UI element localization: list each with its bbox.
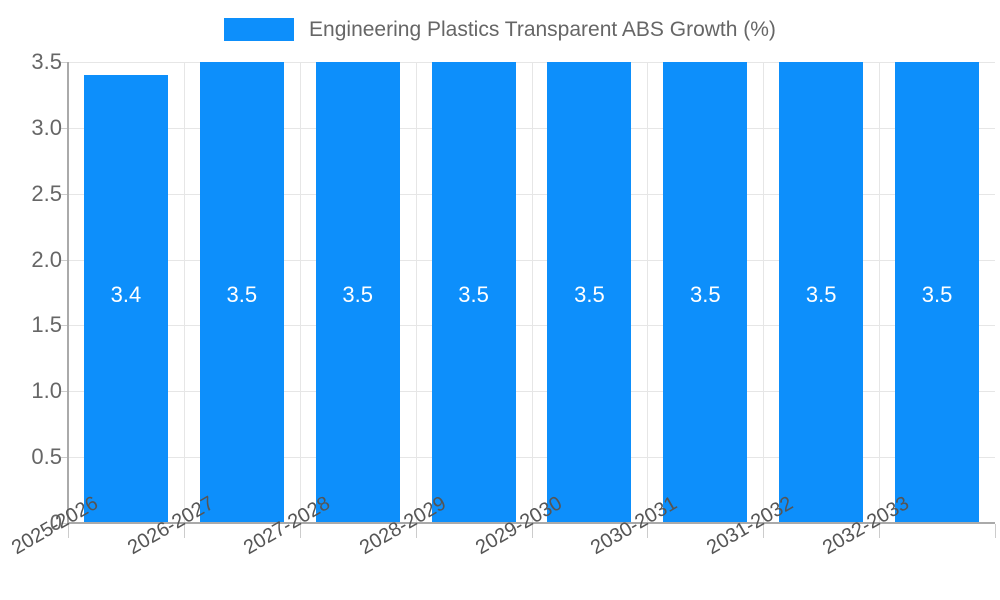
horizontal-gridline: [68, 127, 995, 129]
bar-value-label: 3.5: [226, 282, 258, 307]
x-axis-tick-mark: [68, 524, 69, 538]
y-axis-tick-label: 2.5: [31, 180, 62, 206]
x-axis-line: [67, 522, 995, 524]
bar-value-label: 3.5: [921, 282, 953, 307]
plot-area: 3.4 3.5 3.5 3.5 3.5 3.5 3.5 3.5: [68, 62, 995, 524]
y-axis-tick-mark: [61, 457, 68, 459]
bar-column: 3.5: [779, 62, 864, 523]
y-axis-tick-label: 0.5: [31, 444, 62, 470]
bar[interactable]: [315, 62, 400, 523]
vertical-gridline: [879, 62, 880, 523]
y-axis-tick-mark: [61, 193, 68, 195]
y-axis-tick-mark: [61, 259, 68, 261]
y-axis-tick-label: 1.0: [31, 378, 62, 404]
vertical-gridline: [300, 62, 301, 523]
horizontal-gridline: [68, 325, 995, 327]
bar[interactable]: [779, 62, 864, 523]
bar-column: 3.5: [895, 62, 980, 523]
y-axis-tick-label: 1.5: [31, 312, 62, 338]
bar-column: 3.5: [547, 62, 632, 523]
y-axis-tick-label: 3.0: [31, 114, 62, 140]
bar-column: 3.4: [83, 62, 168, 523]
vertical-gridline: [763, 62, 764, 523]
horizontal-gridline: [68, 259, 995, 261]
legend-label: Engineering Plastics Transparent ABS Gro…: [309, 17, 776, 41]
y-axis-labels: 0 0.5 1.0 1.5 2.0 2.5 3.0 3.5: [0, 0, 68, 600]
horizontal-gridline: [68, 62, 995, 63]
bar-column: 3.5: [663, 62, 748, 523]
horizontal-gridline: [68, 457, 995, 459]
x-axis-tick-mark: [184, 524, 185, 538]
bar-value-label: 3.5: [805, 282, 837, 307]
bar-value-label: 3.4: [110, 282, 142, 307]
x-axis-tick-mark: [647, 524, 648, 538]
bar[interactable]: [663, 62, 748, 523]
bar[interactable]: [431, 62, 516, 523]
bar-value-label: 3.5: [690, 282, 721, 307]
vertical-gridline: [532, 62, 533, 523]
y-axis-tick-mark: [61, 391, 68, 393]
y-axis-tick-mark: [61, 62, 68, 63]
chart-legend: Engineering Plastics Transparent ABS Gro…: [0, 12, 1000, 46]
bar-column: 3.5: [431, 62, 516, 523]
bar[interactable]: [547, 62, 632, 523]
bar[interactable]: [895, 62, 980, 523]
horizontal-gridline: [68, 391, 995, 393]
x-axis-tick-mark: [300, 524, 301, 538]
y-axis-tick-mark: [61, 325, 68, 327]
bar-column: 3.5: [315, 62, 400, 523]
horizontal-gridline: [68, 193, 995, 195]
bar[interactable]: [199, 62, 284, 523]
x-axis-tick-mark: [879, 524, 880, 538]
y-axis-tick-label: 3.5: [31, 49, 62, 74]
y-axis-line: [67, 62, 69, 524]
y-axis-tick-label: 2.0: [31, 246, 62, 272]
y-axis-tick-mark: [61, 523, 68, 524]
x-axis-tick-mark: [763, 524, 764, 538]
bar[interactable]: [83, 75, 168, 523]
bar-column: 3.5: [199, 62, 284, 523]
y-axis-tick-mark: [61, 127, 68, 129]
vertical-gridline: [416, 62, 417, 523]
bar-value-label: 3.5: [574, 282, 605, 307]
x-axis-tick-mark: [416, 524, 417, 538]
x-axis-tick-mark: [995, 524, 996, 538]
bar-value-label: 3.5: [342, 282, 373, 307]
x-axis-tick-mark: [532, 524, 533, 538]
y-axis-tick-label: 0: [49, 510, 62, 535]
vertical-gridline: [647, 62, 648, 523]
vertical-gridline: [184, 62, 185, 523]
legend-color-swatch: [224, 17, 295, 41]
bar-value-label: 3.5: [458, 282, 489, 307]
